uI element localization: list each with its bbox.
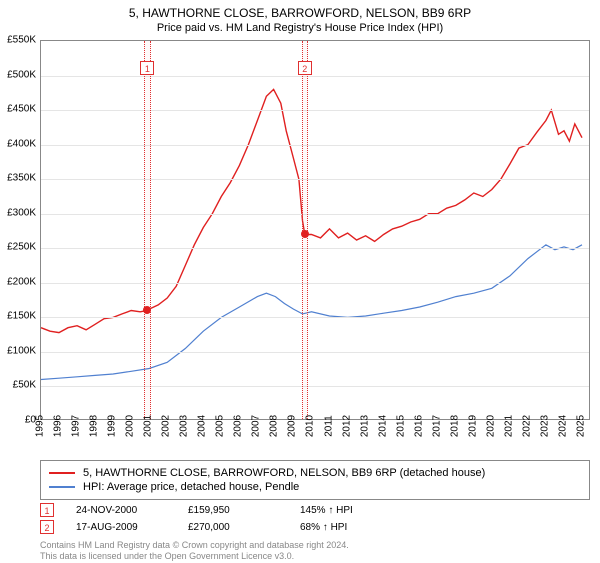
- x-tick-label: 2017: [431, 415, 442, 437]
- legend-item: HPI: Average price, detached house, Pend…: [49, 481, 581, 493]
- transaction-date: 24-NOV-2000: [76, 505, 166, 516]
- x-tick-label: 1997: [71, 415, 82, 437]
- event-marker-band: [144, 41, 150, 419]
- x-tick-label: 2019: [467, 415, 478, 437]
- transaction-price: £270,000: [188, 522, 278, 533]
- y-tick-label: £150K: [7, 311, 36, 322]
- x-tick-label: 1996: [53, 415, 64, 437]
- event-marker-label: 1: [140, 61, 154, 75]
- x-tick-label: 2008: [269, 415, 280, 437]
- x-tick-label: 2020: [485, 415, 496, 437]
- y-tick-label: £300K: [7, 207, 36, 218]
- transaction-delta: 145% ↑ HPI: [300, 505, 390, 516]
- title-sub: Price paid vs. HM Land Registry's House …: [0, 22, 600, 34]
- transaction-row: 2 17-AUG-2009 £270,000 68% ↑ HPI: [40, 520, 590, 534]
- transaction-marker-icon: 1: [40, 503, 54, 517]
- event-marker-dot: [301, 230, 309, 238]
- x-tick-label: 1999: [107, 415, 118, 437]
- chart-titles: 5, HAWTHORNE CLOSE, BARROWFORD, NELSON, …: [0, 0, 600, 34]
- x-tick-label: 2013: [359, 415, 370, 437]
- x-tick-label: 2023: [539, 415, 550, 437]
- legend-item: 5, HAWTHORNE CLOSE, BARROWFORD, NELSON, …: [49, 467, 581, 479]
- y-tick-label: £100K: [7, 345, 36, 356]
- x-tick-label: 2015: [395, 415, 406, 437]
- x-tick-label: 2006: [233, 415, 244, 437]
- y-tick-label: £350K: [7, 173, 36, 184]
- y-tick-label: £550K: [7, 35, 36, 46]
- x-tick-label: 2005: [215, 415, 226, 437]
- x-tick-label: 2007: [251, 415, 262, 437]
- series-subject: [41, 89, 582, 332]
- x-tick-label: 2012: [341, 415, 352, 437]
- legend: 5, HAWTHORNE CLOSE, BARROWFORD, NELSON, …: [40, 460, 590, 500]
- x-tick-label: 2011: [323, 415, 334, 437]
- transaction-row: 1 24-NOV-2000 £159,950 145% ↑ HPI: [40, 503, 590, 517]
- x-tick-label: 2024: [557, 415, 568, 437]
- license-text: Contains HM Land Registry data © Crown c…: [40, 540, 590, 563]
- x-tick-label: 2000: [125, 415, 136, 437]
- y-axis: £0£50K£100K£150K£200K£250K£300K£350K£400…: [0, 40, 40, 420]
- x-tick-label: 2014: [377, 415, 388, 437]
- transaction-price: £159,950: [188, 505, 278, 516]
- legend-swatch: [49, 486, 75, 488]
- transaction-delta: 68% ↑ HPI: [300, 522, 390, 533]
- x-tick-label: 2016: [413, 415, 424, 437]
- x-tick-label: 1998: [89, 415, 100, 437]
- plot-container: £0£50K£100K£150K£200K£250K£300K£350K£400…: [0, 40, 600, 460]
- legend-swatch: [49, 472, 75, 474]
- x-tick-label: 2001: [143, 415, 154, 437]
- y-tick-label: £400K: [7, 138, 36, 149]
- license-line: This data is licensed under the Open Gov…: [40, 551, 590, 562]
- footer: 1 24-NOV-2000 £159,950 145% ↑ HPI 2 17-A…: [40, 500, 590, 563]
- event-marker-label: 2: [298, 61, 312, 75]
- y-tick-label: £200K: [7, 276, 36, 287]
- series-hpi: [41, 245, 582, 380]
- x-tick-label: 1995: [35, 415, 46, 437]
- legend-label: 5, HAWTHORNE CLOSE, BARROWFORD, NELSON, …: [83, 467, 485, 479]
- license-line: Contains HM Land Registry data © Crown c…: [40, 540, 590, 551]
- y-tick-label: £500K: [7, 69, 36, 80]
- x-tick-label: 2022: [521, 415, 532, 437]
- x-tick-label: 2003: [179, 415, 190, 437]
- x-tick-label: 2004: [197, 415, 208, 437]
- x-tick-label: 2002: [161, 415, 172, 437]
- y-tick-label: £250K: [7, 242, 36, 253]
- x-tick-label: 2010: [305, 415, 316, 437]
- x-tick-label: 2018: [449, 415, 460, 437]
- x-tick-label: 2021: [503, 415, 514, 437]
- x-tick-label: 2025: [575, 415, 586, 437]
- plot-area: 12: [40, 40, 590, 420]
- y-tick-label: £450K: [7, 104, 36, 115]
- chart-svg: [41, 41, 591, 421]
- transaction-marker-icon: 2: [40, 520, 54, 534]
- x-tick-label: 2009: [287, 415, 298, 437]
- title-main: 5, HAWTHORNE CLOSE, BARROWFORD, NELSON, …: [0, 6, 600, 20]
- x-axis: 1995199619971998199920002001200220032004…: [40, 420, 590, 460]
- event-marker-dot: [143, 306, 151, 314]
- y-tick-label: £50K: [13, 380, 36, 391]
- transaction-date: 17-AUG-2009: [76, 522, 166, 533]
- legend-label: HPI: Average price, detached house, Pend…: [83, 481, 299, 493]
